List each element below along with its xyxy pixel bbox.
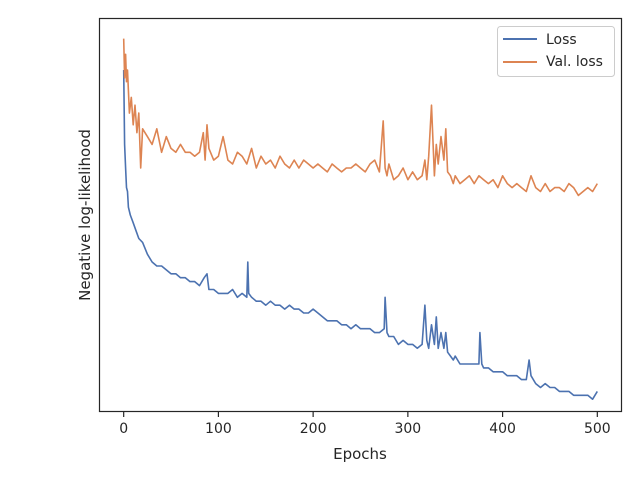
x-ticks: 0 100 200 300 400 500 [119,411,611,437]
x-tick-label: 500 [584,421,611,437]
legend-label-val-loss: Val. loss [546,54,603,70]
x-tick-label: 100 [205,421,232,437]
series-layer [122,38,598,401]
x-tick-label: 200 [300,421,327,437]
series-line-val-loss [122,38,598,197]
x-tick-label: 0 [119,421,128,437]
x-tick-label: 400 [489,421,516,437]
series-line-loss [122,69,598,401]
x-axis-label: Epochs [333,445,387,463]
y-axis-label: Negative log-likelihood [76,129,94,301]
legend: Loss Val. loss [497,26,615,77]
plot-frame [98,17,623,413]
legend-label-loss: Loss [546,32,577,48]
x-tick-label: 300 [394,421,421,437]
